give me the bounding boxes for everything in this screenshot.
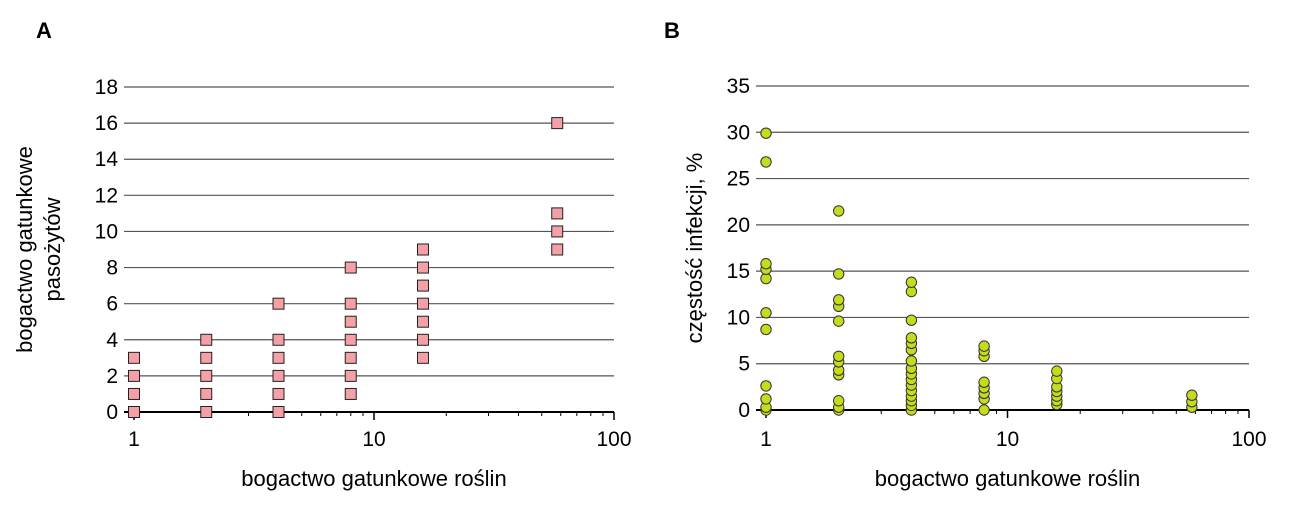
data-point [128, 387, 140, 400]
data-point [905, 314, 918, 326]
data-point [832, 315, 845, 327]
y-tick-label: 5 [738, 353, 750, 376]
data-point [416, 351, 429, 364]
data-point [760, 258, 772, 270]
data-points [128, 117, 564, 418]
data-point [416, 261, 429, 274]
x-tick-label: 100 [596, 428, 631, 451]
x-tick-label: 10 [362, 428, 385, 451]
y-axis-title: bogactwo gatunkowe [12, 146, 37, 353]
x-tick-label: 10 [996, 428, 1019, 451]
data-point [128, 406, 140, 418]
data-point [832, 205, 845, 217]
data-point [760, 323, 772, 336]
data-point [344, 387, 357, 400]
data-point [416, 279, 429, 292]
y-tick-label: 25 [727, 168, 750, 191]
x-tick-label: 100 [1231, 428, 1266, 451]
data-point [1186, 389, 1198, 401]
y-tick-label: 14 [95, 148, 119, 171]
data-point [200, 387, 213, 400]
panel-a: A 0 2 4 6 8 10 12 14 16 18 1 10 100 bogactwo gatunkowe… [12, 18, 632, 491]
data-point [416, 243, 429, 256]
data-point [832, 395, 845, 407]
data-point [551, 207, 564, 220]
data-point [760, 127, 772, 139]
data-point [272, 369, 285, 382]
data-point [905, 276, 918, 288]
data-point [344, 297, 357, 310]
y-axis-title: częstość infekcji, % [682, 153, 707, 344]
y-tick-label: 0 [106, 401, 118, 424]
y-tick-label: 16 [95, 112, 118, 135]
data-point [344, 351, 357, 364]
data-point [978, 340, 990, 352]
y-axis-title: pasożytów [40, 197, 65, 301]
data-point [272, 333, 285, 346]
data-point [760, 307, 772, 319]
data-point [200, 351, 213, 364]
data-point [272, 351, 285, 364]
data-point [200, 369, 213, 382]
y-tick-label: 6 [106, 293, 118, 316]
data-point [832, 268, 845, 280]
data-point [832, 350, 845, 363]
data-point [1051, 365, 1063, 377]
data-point [905, 355, 918, 367]
data-point [551, 117, 564, 130]
y-tick-label: 12 [95, 184, 118, 207]
panel-letter: A [36, 18, 52, 43]
data-points [760, 127, 1198, 416]
data-point [978, 404, 990, 416]
x-axis-title: bogactwo gatunkowe roślin [875, 466, 1140, 491]
data-point [344, 333, 357, 346]
panel-letter: B [664, 18, 680, 43]
x-axis-title: bogactwo gatunkowe roślin [241, 466, 506, 491]
y-tick-label: 35 [727, 75, 750, 98]
y-tick-label: 2 [106, 365, 118, 388]
data-point [344, 261, 357, 274]
data-point [200, 406, 213, 418]
data-point [760, 380, 772, 392]
data-point [416, 315, 429, 328]
data-point [128, 369, 140, 382]
y-tick-label: 15 [727, 260, 750, 283]
x-tick-label: 1 [760, 428, 772, 451]
data-point [551, 243, 564, 256]
data-point [760, 156, 772, 168]
x-tick-label: 1 [128, 428, 140, 451]
data-point [905, 332, 918, 344]
y-tick-label: 10 [727, 306, 750, 329]
y-tick-label: 4 [106, 329, 118, 352]
y-tick-label: 0 [738, 399, 750, 422]
data-point [978, 376, 990, 388]
data-point [760, 393, 772, 405]
y-tick-label: 18 [95, 76, 118, 99]
data-point [272, 387, 285, 400]
panel-b: B 0 5 10 15 20 25 30 35 1 10 100 bogactwo gatunkowe … [664, 18, 1267, 491]
data-point [200, 333, 213, 346]
data-point [416, 297, 429, 310]
data-point [416, 333, 429, 346]
y-tick-label: 30 [727, 121, 750, 144]
data-point [344, 315, 357, 328]
data-point [551, 225, 564, 238]
y-tick-label: 8 [106, 257, 118, 280]
data-point [344, 369, 357, 382]
y-tick-label: 20 [727, 214, 750, 237]
data-point [128, 351, 140, 364]
data-point [272, 297, 285, 310]
data-point [832, 294, 845, 306]
y-tick-label: 10 [95, 220, 118, 243]
data-point [272, 406, 285, 418]
